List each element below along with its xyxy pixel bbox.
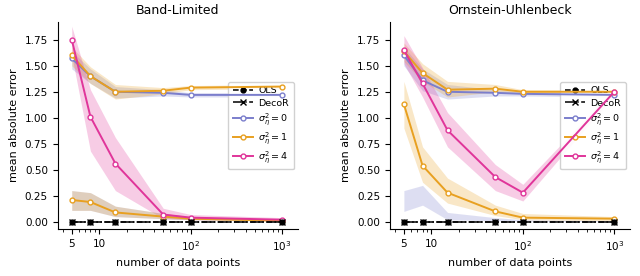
- Legend: OLS, DecoR, $\sigma^2_\eta = 0$, $\sigma^2_\eta = 1$, $\sigma^2_\eta = 4$: OLS, DecoR, $\sigma^2_\eta = 0$, $\sigma…: [560, 82, 626, 169]
- DecoR: [492, 220, 499, 224]
- Title: Band-Limited: Band-Limited: [136, 4, 220, 17]
- $\sigma^2_\eta = 4$: [68, 38, 76, 41]
- OLS: [519, 220, 527, 224]
- $\sigma^2_\eta = 1$: [68, 54, 76, 57]
- $\sigma^2_\eta = 1$: [187, 86, 195, 89]
- DecoR: [444, 220, 451, 224]
- Line: $\sigma^2_\eta = 0$: $\sigma^2_\eta = 0$: [401, 53, 617, 97]
- Y-axis label: mean absolute error: mean absolute error: [341, 69, 351, 182]
- Title: Ornstein-Uhlenbeck: Ornstein-Uhlenbeck: [448, 4, 572, 17]
- $\sigma^2_\eta = 1$: [419, 71, 426, 75]
- $\sigma^2_\eta = 0$: [519, 92, 527, 95]
- OLS: [400, 220, 408, 224]
- $\sigma^2_\eta = 1$: [400, 50, 408, 53]
- DecoR: [400, 220, 408, 224]
- Line: OLS: OLS: [401, 219, 617, 224]
- Y-axis label: mean absolute error: mean absolute error: [9, 69, 19, 182]
- DecoR: [68, 220, 76, 224]
- DecoR: [187, 220, 195, 224]
- Line: DecoR: DecoR: [401, 219, 617, 225]
- Line: $\sigma^2_\eta = 1$: $\sigma^2_\eta = 1$: [69, 53, 285, 94]
- $\sigma^2_\eta = 4$: [519, 191, 527, 194]
- OLS: [68, 220, 76, 224]
- DecoR: [278, 220, 286, 224]
- OLS: [419, 220, 426, 224]
- $\sigma^2_\eta = 4$: [611, 90, 618, 94]
- $\sigma^2_\eta = 0$: [68, 57, 76, 60]
- Line: $\sigma^2_\eta = 1$: $\sigma^2_\eta = 1$: [401, 49, 617, 94]
- $\sigma^2_\eta = 1$: [444, 88, 451, 91]
- X-axis label: number of data points: number of data points: [116, 258, 240, 268]
- $\sigma^2_\eta = 1$: [86, 75, 94, 78]
- $\sigma^2_\eta = 1$: [159, 89, 167, 92]
- $\sigma^2_\eta = 0$: [278, 93, 286, 97]
- OLS: [444, 220, 451, 224]
- OLS: [278, 220, 286, 224]
- DecoR: [159, 220, 167, 224]
- $\sigma^2_\eta = 0$: [400, 54, 408, 57]
- OLS: [159, 220, 167, 224]
- $\sigma^2_\eta = 1$: [278, 85, 286, 88]
- OLS: [611, 220, 618, 224]
- $\sigma^2_\eta = 0$: [187, 93, 195, 97]
- OLS: [86, 220, 94, 224]
- $\sigma^2_\eta = 0$: [111, 90, 119, 94]
- $\sigma^2_\eta = 0$: [492, 91, 499, 94]
- OLS: [111, 220, 119, 224]
- OLS: [492, 220, 499, 224]
- $\sigma^2_\eta = 4$: [400, 49, 408, 52]
- $\sigma^2_\eta = 1$: [111, 90, 119, 94]
- DecoR: [111, 220, 119, 224]
- $\sigma^2_\eta = 4$: [111, 162, 119, 165]
- DecoR: [519, 220, 527, 224]
- X-axis label: number of data points: number of data points: [448, 258, 572, 268]
- $\sigma^2_\eta = 4$: [159, 213, 167, 216]
- $\sigma^2_\eta = 4$: [419, 82, 426, 85]
- Line: $\sigma^2_\eta = 0$: $\sigma^2_\eta = 0$: [69, 56, 285, 97]
- $\sigma^2_\eta = 4$: [444, 129, 451, 132]
- $\sigma^2_\eta = 0$: [444, 90, 451, 94]
- $\sigma^2_\eta = 0$: [611, 93, 618, 97]
- DecoR: [86, 220, 94, 224]
- OLS: [187, 220, 195, 224]
- Line: DecoR: DecoR: [69, 219, 285, 225]
- $\sigma^2_\eta = 4$: [86, 115, 94, 118]
- Line: OLS: OLS: [69, 219, 285, 224]
- $\sigma^2_\eta = 0$: [86, 75, 94, 78]
- Line: $\sigma^2_\eta = 4$: $\sigma^2_\eta = 4$: [69, 37, 285, 222]
- $\sigma^2_\eta = 4$: [278, 218, 286, 221]
- $\sigma^2_\eta = 1$: [519, 90, 527, 94]
- $\sigma^2_\eta = 0$: [419, 79, 426, 82]
- $\sigma^2_\eta = 4$: [492, 176, 499, 179]
- Legend: OLS, DecoR, $\sigma^2_\eta = 0$, $\sigma^2_\eta = 1$, $\sigma^2_\eta = 4$: OLS, DecoR, $\sigma^2_\eta = 0$, $\sigma…: [228, 82, 294, 169]
- DecoR: [611, 220, 618, 224]
- Line: $\sigma^2_\eta = 4$: $\sigma^2_\eta = 4$: [401, 48, 617, 195]
- DecoR: [419, 220, 426, 224]
- $\sigma^2_\eta = 0$: [159, 91, 167, 94]
- $\sigma^2_\eta = 1$: [611, 90, 618, 94]
- $\sigma^2_\eta = 4$: [187, 216, 195, 219]
- $\sigma^2_\eta = 1$: [492, 87, 499, 90]
